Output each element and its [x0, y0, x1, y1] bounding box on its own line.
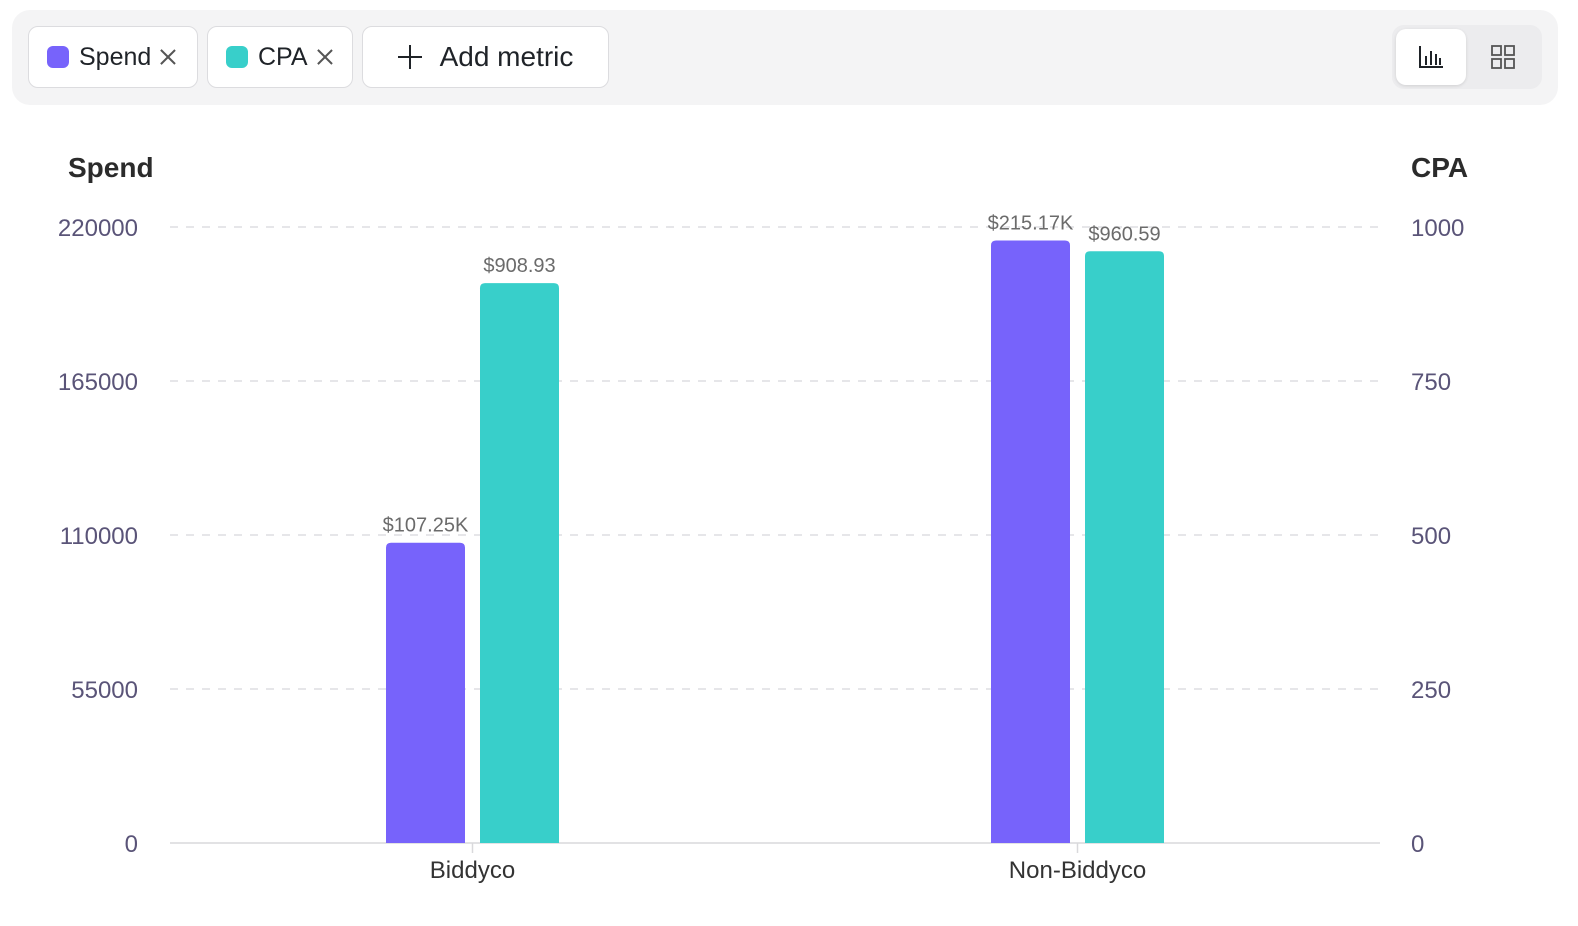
right-tick-label: 750: [1411, 369, 1451, 396]
right-axis-title: CPA: [1411, 152, 1468, 183]
bar-cpa: [1085, 251, 1164, 844]
data-label: $215.17K: [988, 213, 1074, 235]
bar-chart-view-button[interactable]: [1396, 29, 1466, 85]
left-tick-label: 165000: [58, 369, 138, 396]
category-label: Biddyco: [430, 857, 515, 884]
spend-color-swatch: [47, 46, 69, 68]
bar-spend: [386, 542, 465, 843]
metric-toolbar: Spend CPA Add metric: [12, 10, 1558, 105]
data-label: $107.25K: [383, 515, 469, 537]
right-tick-label: 0: [1411, 831, 1424, 858]
left-tick-label: 110000: [60, 523, 138, 550]
left-tick-label: 0: [125, 831, 138, 858]
metric-chip-cpa[interactable]: CPA: [207, 26, 353, 88]
category-label: Non-Biddyco: [1009, 857, 1146, 884]
metric-chip-label: Spend: [79, 42, 152, 71]
right-tick-label: 250: [1411, 677, 1451, 704]
add-metric-button[interactable]: Add metric: [362, 26, 609, 88]
right-tick-label: 1000: [1411, 215, 1464, 242]
grid-icon: [1491, 45, 1515, 69]
left-tick-label: 55000: [71, 677, 138, 704]
bar-cpa: [480, 283, 559, 843]
bar-spend: [991, 240, 1070, 844]
grid-view-button[interactable]: [1468, 29, 1538, 85]
left-tick-label: 220000: [58, 215, 138, 242]
view-toggle: [1392, 25, 1542, 89]
metric-chip-label: CPA: [258, 42, 308, 71]
right-tick-label: 500: [1411, 523, 1451, 550]
cpa-color-swatch: [226, 46, 248, 68]
metric-chip-spend[interactable]: Spend: [28, 26, 198, 88]
left-axis-title: Spend: [68, 152, 154, 183]
bar-chart-icon: [1419, 46, 1443, 68]
data-label: $908.93: [483, 255, 555, 277]
data-label: $960.59: [1088, 223, 1160, 245]
add-metric-label: Add metric: [439, 41, 574, 72]
plus-icon: [397, 45, 422, 69]
